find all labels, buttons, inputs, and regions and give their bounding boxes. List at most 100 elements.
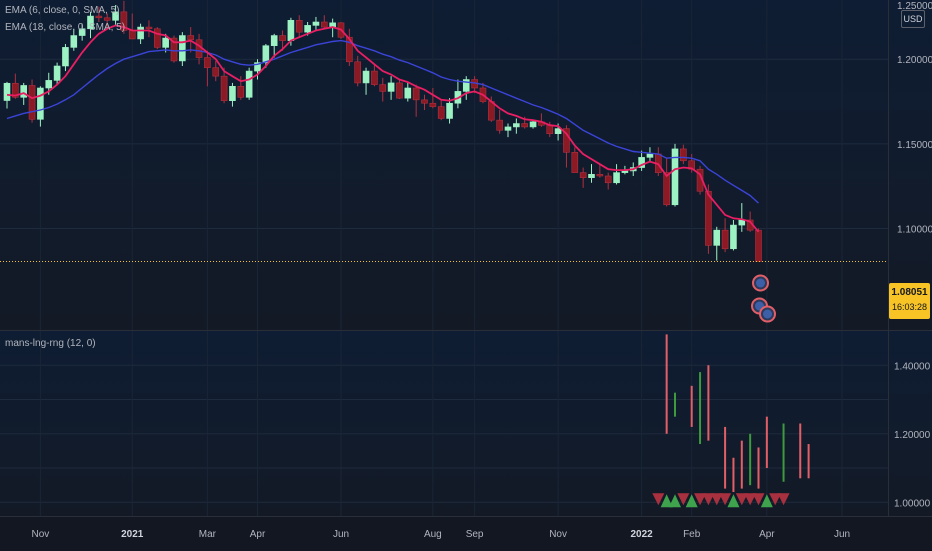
signal-down-marker xyxy=(735,493,748,506)
candle xyxy=(78,28,86,36)
candle xyxy=(588,174,595,178)
indicator-tick-label: 1.40000 xyxy=(894,361,931,372)
candle xyxy=(170,37,178,62)
legend-ema-slow[interactable]: EMA (18, close, 0, SMA, 5) xyxy=(5,22,126,33)
candle xyxy=(462,79,470,92)
ema-fast-line xyxy=(6,24,760,233)
candle xyxy=(646,153,654,158)
candle xyxy=(546,124,554,134)
time-tick-label: Nov xyxy=(32,529,50,540)
candle xyxy=(755,229,762,262)
legend-mans-lng-rng[interactable]: mans-lng-rng (12, 0) xyxy=(5,338,96,349)
signal-up-marker xyxy=(727,494,740,508)
candle xyxy=(421,99,428,104)
time-tick-label: Mar xyxy=(199,529,217,540)
time-tick-label: 2021 xyxy=(121,529,144,540)
current-price-value: 1.08051 xyxy=(891,287,928,298)
time-tick-label: Apr xyxy=(250,529,266,540)
candle xyxy=(680,148,687,162)
legend-main: EMA (6, close, 0, SMA, 5) EMA (18, close… xyxy=(5,2,125,36)
candle xyxy=(103,17,111,21)
candle xyxy=(563,128,570,153)
candle xyxy=(279,35,286,41)
candle xyxy=(721,229,729,250)
time-axis[interactable] xyxy=(0,516,932,551)
ema-slow-line xyxy=(6,39,759,204)
time-tick-label: Feb xyxy=(683,529,701,540)
signal-up-marker xyxy=(760,494,773,508)
price-tick-label: 1.10000 xyxy=(897,224,932,235)
signal-down-marker xyxy=(694,493,707,506)
candle xyxy=(229,86,236,101)
candle xyxy=(112,11,119,21)
candle xyxy=(270,35,278,46)
candle xyxy=(596,174,604,177)
candle xyxy=(429,102,437,107)
signal-up-marker xyxy=(685,494,698,508)
signal-down-marker xyxy=(744,493,757,506)
signal-down-marker xyxy=(677,493,690,506)
time-tick-label: 2022 xyxy=(630,529,653,540)
candle xyxy=(128,30,136,40)
candle xyxy=(346,36,353,63)
time-tick-label: Jun xyxy=(333,529,349,540)
signal-down-marker xyxy=(652,493,665,506)
time-tick-label: Apr xyxy=(759,529,775,540)
candle xyxy=(304,25,311,33)
candle xyxy=(120,11,128,31)
candle xyxy=(245,70,253,98)
candle xyxy=(312,21,320,26)
candle xyxy=(437,106,445,119)
time-tick-label: Sep xyxy=(466,529,484,540)
candle xyxy=(379,84,387,92)
legend-ema-fast[interactable]: EMA (6, close, 0, SMA, 5) xyxy=(5,5,120,16)
indicator-tick-label: 1.00000 xyxy=(894,498,931,509)
candle xyxy=(320,21,328,28)
candle xyxy=(262,45,270,63)
current-price-label: 1.08051 16:03:28 xyxy=(889,283,930,319)
candle xyxy=(412,87,420,101)
candle xyxy=(663,172,670,206)
candle xyxy=(53,65,61,81)
candle xyxy=(37,87,44,120)
indicator-tick-label: 1.20000 xyxy=(894,430,931,441)
candle xyxy=(521,123,529,128)
candle xyxy=(95,15,103,19)
main-chart-pane[interactable] xyxy=(0,0,932,330)
candle xyxy=(396,82,403,99)
candle xyxy=(20,85,28,98)
candle xyxy=(371,70,378,85)
currency-badge[interactable]: USD xyxy=(901,10,925,28)
candle xyxy=(154,28,161,48)
candle xyxy=(387,82,395,92)
candle xyxy=(638,157,645,168)
signal-down-marker xyxy=(777,493,790,506)
time-tick-label: Nov xyxy=(549,529,567,540)
price-tick-label: 1.15000 xyxy=(897,140,932,151)
candle xyxy=(362,70,370,84)
candle xyxy=(613,172,620,184)
candle xyxy=(204,57,211,68)
event-flag-icon-inner xyxy=(763,309,772,319)
candle xyxy=(62,47,69,67)
candle xyxy=(554,128,562,134)
price-tick-label: 1.20000 xyxy=(897,55,932,66)
indicator-pane[interactable] xyxy=(0,331,932,516)
pane-divider[interactable] xyxy=(0,330,932,331)
candle xyxy=(404,87,412,99)
candle xyxy=(529,121,537,128)
candle xyxy=(145,26,153,30)
candle xyxy=(446,102,453,119)
candle xyxy=(212,67,220,77)
candle xyxy=(571,152,579,173)
candle xyxy=(28,85,36,120)
candle xyxy=(162,37,169,48)
price-axis[interactable] xyxy=(888,0,932,516)
candle xyxy=(237,86,245,98)
candle xyxy=(179,35,186,62)
candle xyxy=(496,119,503,131)
candle xyxy=(220,75,228,101)
signal-down-marker xyxy=(710,493,723,506)
candle xyxy=(354,61,362,84)
